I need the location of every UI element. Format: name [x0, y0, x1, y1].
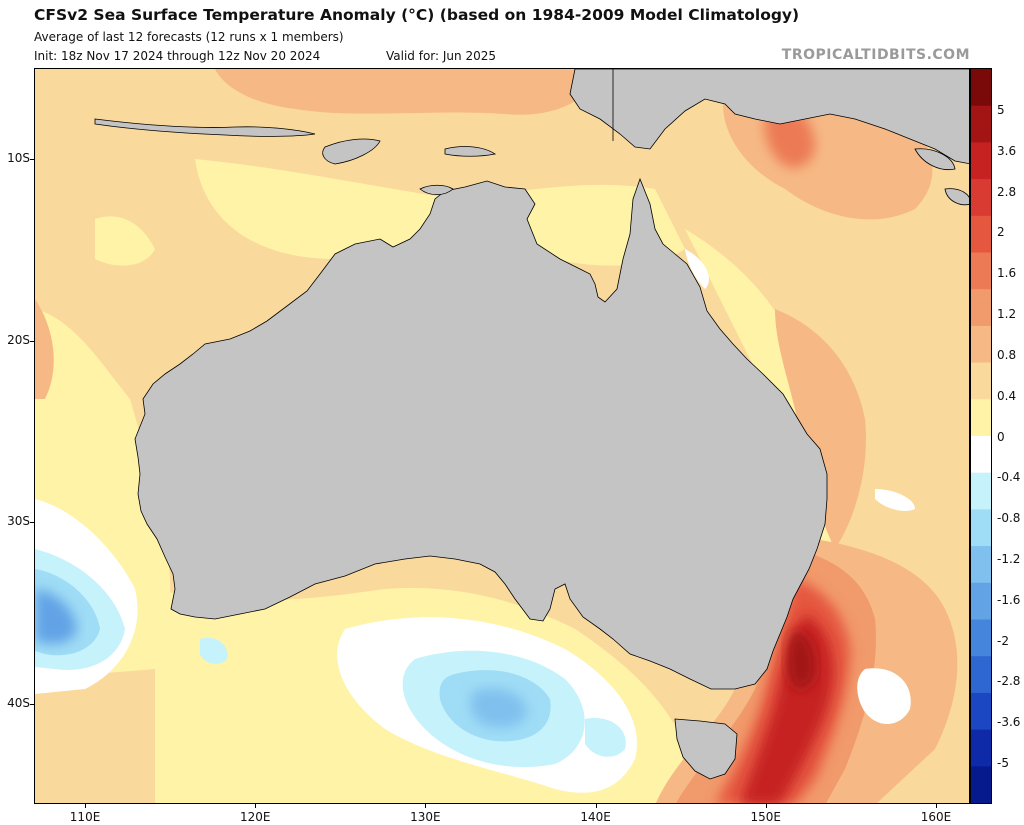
lat-tick-mark [30, 522, 34, 524]
lat-tick-label: 10S [7, 150, 30, 165]
colorbar-label: -2 [997, 633, 1009, 648]
lon-tick-label: 130E [410, 810, 441, 824]
land-islands-ne [914, 148, 956, 171]
colorbar-swatch [971, 582, 991, 620]
anomaly-neutral-bass [857, 668, 911, 724]
land-island-melville [419, 184, 454, 196]
colorbar-swatch [971, 252, 991, 290]
lon-tick-label: 140E [580, 810, 611, 824]
land-masses [94, 69, 969, 780]
colorbar-swatch [971, 436, 991, 474]
anomaly-cool-sw-patch [200, 637, 228, 664]
lat-tick-label: 20S [7, 332, 30, 347]
land-islands-east [944, 188, 969, 206]
anomaly-orange-top [215, 69, 595, 115]
sst-anomaly-map [35, 69, 969, 803]
lon-tick-label: 150E [750, 810, 782, 824]
colorbar-swatch [971, 325, 991, 364]
brand-watermark: TROPICALTIDBITS.COM [781, 47, 970, 63]
lat-tick-label: 40S [7, 696, 30, 711]
anomaly-neutral-gulf [685, 249, 709, 289]
colorbar-swatch [971, 179, 991, 217]
colorbar-swatch [971, 546, 991, 584]
land-timor [322, 138, 381, 165]
lon-tick-label: 120E [239, 810, 271, 824]
chart-title: CFSv2 Sea Surface Temperature Anomaly (°… [34, 6, 800, 24]
anomaly-cool-south-core [470, 688, 527, 728]
chart-subtitle: Average of last 12 forecasts (12 runs x … [34, 30, 344, 44]
anomaly-cool-far-west-core [35, 589, 77, 644]
colorbar-gradient [971, 69, 991, 803]
lat-tick-mark [30, 704, 34, 706]
land-australia [134, 177, 828, 690]
land-lesser-sunda [94, 118, 316, 137]
colorbar-swatch [971, 729, 991, 767]
lon-tick-mark [425, 804, 427, 808]
colorbar [970, 68, 992, 804]
colorbar-swatch [971, 215, 991, 253]
valid-time: Valid for: Jun 2025 [386, 49, 496, 63]
colorbar-label: 0.4 [997, 388, 1017, 403]
lon-tick-mark [935, 804, 937, 808]
anomaly-light-yellow-northwest [95, 216, 155, 266]
colorbar-label: -2.8 [997, 674, 1021, 689]
colorbar-swatch [971, 105, 991, 143]
lon-tick-label: 160E [920, 810, 952, 824]
colorbar-swatch [971, 289, 991, 327]
colorbar-swatch [971, 656, 991, 694]
lon-tick-label: 110E [69, 810, 101, 824]
colorbar-label: 3.6 [997, 143, 1017, 158]
lat-tick-mark [30, 158, 34, 160]
colorbar-swatch [971, 362, 991, 400]
anomaly-warm-eac-peak [787, 629, 816, 690]
colorbar-label: 5 [997, 103, 1005, 117]
colorbar-label: 0 [997, 429, 1005, 444]
map-panel [34, 68, 970, 804]
anomaly-neutral-coral-sea [875, 489, 915, 511]
colorbar-swatch [971, 399, 991, 437]
colorbar-label: 1.6 [997, 266, 1017, 281]
lat-tick-mark [30, 340, 34, 342]
colorbar-label: 0.8 [997, 347, 1017, 362]
colorbar-label: -0.4 [997, 470, 1021, 485]
colorbar-label: 1.2 [997, 307, 1017, 322]
land-islands-north [444, 146, 496, 157]
lon-tick-mark [85, 804, 87, 808]
lon-tick-mark [255, 804, 257, 808]
anomaly-cool-southeast-patch [585, 718, 626, 757]
colorbar-label: -3.6 [997, 715, 1021, 730]
lon-tick-mark [765, 804, 767, 808]
colorbar-swatch [971, 619, 991, 657]
colorbar-label: -1.6 [997, 592, 1021, 607]
colorbar-label: -0.8 [997, 511, 1021, 526]
lon-tick-mark [595, 804, 597, 808]
colorbar-swatch [971, 142, 991, 180]
colorbar-swatch [971, 766, 991, 803]
colorbar-label: -1.2 [997, 551, 1021, 566]
colorbar-swatch [971, 472, 991, 510]
colorbar-swatch [971, 69, 991, 107]
colorbar-swatch [971, 509, 991, 547]
init-time: Init: 18z Nov 17 2024 through 12z Nov 20… [34, 49, 321, 63]
colorbar-label: 2 [997, 225, 1005, 240]
land-tasmania [674, 718, 738, 780]
colorbar-swatch [971, 692, 991, 731]
anomaly-orange-east-coast [775, 309, 866, 549]
lat-tick-label: 30S [7, 514, 30, 529]
land-new-guinea [569, 69, 969, 165]
anomaly-orange-west-edge [35, 299, 54, 399]
colorbar-label: -5 [997, 756, 1009, 770]
colorbar-label: 2.8 [997, 184, 1017, 199]
